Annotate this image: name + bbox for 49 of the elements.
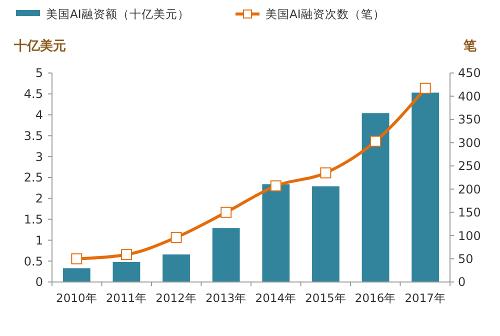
legend-label: 美国AI融资额（十亿美元） xyxy=(46,7,190,22)
y-tick-label: 3.5 xyxy=(24,128,43,143)
bar xyxy=(62,268,90,282)
point xyxy=(420,82,431,94)
y-axis-title: 十亿美元 xyxy=(13,38,66,54)
x-tick-label: 2011年 xyxy=(106,291,148,305)
bar xyxy=(262,184,290,282)
y2-tick-label: 300 xyxy=(458,136,481,150)
y2-tick-label: 100 xyxy=(458,228,481,243)
y2-tick-label: 400 xyxy=(458,89,481,104)
y-tick-label: 5 xyxy=(35,66,43,80)
y-tick-label: 2.5 xyxy=(24,170,43,185)
x-tick-label: 2010年 xyxy=(56,291,98,305)
y2-tick-label: 0 xyxy=(458,275,466,290)
bar xyxy=(112,262,140,282)
point xyxy=(220,206,232,218)
y-tick-label: 0 xyxy=(35,275,43,290)
x-tick-label: 2014年 xyxy=(255,291,297,305)
y-tick-label: 3 xyxy=(35,150,43,164)
point xyxy=(270,180,282,192)
point xyxy=(71,253,82,264)
point xyxy=(370,136,382,147)
y2-axis-title: 笔 xyxy=(462,39,478,54)
y-tick-label: 1.5 xyxy=(24,212,43,226)
x-tick-label: 2017年 xyxy=(404,291,446,305)
bar xyxy=(362,113,390,282)
bar xyxy=(212,228,240,282)
point xyxy=(120,249,132,260)
y-tick-label: 4 xyxy=(35,108,43,122)
bar xyxy=(412,92,440,282)
bar xyxy=(162,254,190,282)
y2-tick-label: 250 xyxy=(458,159,481,174)
y2-tick-label: 450 xyxy=(458,66,481,80)
point xyxy=(170,232,182,243)
y-tick-label: 4.5 xyxy=(24,87,43,102)
point xyxy=(320,167,332,178)
y2-tick-label: 150 xyxy=(458,206,481,220)
legend-label: 美国AI融资次数（笔） xyxy=(266,7,385,22)
x-tick-label: 2013年 xyxy=(205,291,247,305)
y-tick-label: 1 xyxy=(35,233,43,248)
y-tick-label: 0.5 xyxy=(24,254,43,268)
y-tick-label: 2 xyxy=(35,192,43,206)
y2-tick-label: 350 xyxy=(458,112,481,127)
x-tick-label: 2012年 xyxy=(156,291,197,305)
x-tick-label: 2015年 xyxy=(305,291,346,305)
y2-tick-label: 200 xyxy=(458,182,481,196)
y2-tick-label: 50 xyxy=(458,252,474,266)
x-tick-label: 2016年 xyxy=(354,291,396,305)
bar xyxy=(312,186,340,282)
